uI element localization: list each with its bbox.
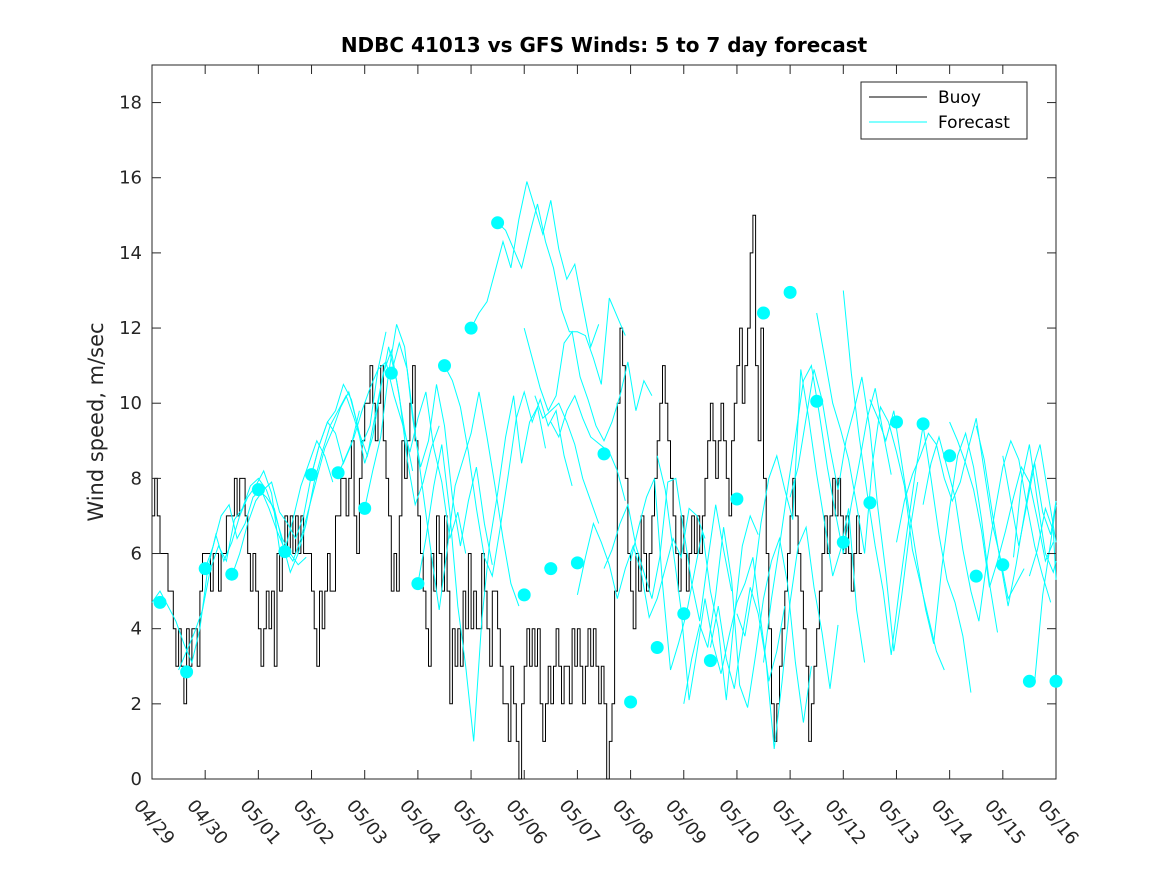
forecast-line-1 (178, 477, 307, 671)
y-tick-label: 0 (131, 769, 142, 790)
forecast-point-12 (464, 321, 478, 335)
y-tick-label: 18 (119, 93, 142, 114)
forecast-point-27 (863, 496, 877, 510)
forecast-line-15 (550, 394, 626, 502)
forecast-line-17 (576, 507, 706, 620)
legend-box (860, 81, 1028, 140)
forecast-line-19 (630, 478, 759, 701)
y-tick-label: 10 (119, 393, 142, 414)
forecast-point-5 (278, 545, 292, 559)
forecast-point-0 (153, 595, 167, 609)
forecast-point-21 (703, 654, 717, 668)
forecast-point-26 (836, 535, 850, 549)
forecast-point-11 (438, 359, 451, 373)
forecast-line-36 (1034, 504, 1057, 682)
forecast-line-13 (497, 203, 626, 385)
forecast-line-7 (337, 360, 467, 554)
forecast-point-28 (890, 415, 903, 429)
forecast-line-12 (470, 181, 600, 349)
plot-area (151, 64, 1057, 780)
forecast-point-19 (650, 641, 664, 654)
forecast-point-33 (1022, 674, 1036, 688)
forecast-line-2 (204, 439, 334, 569)
forecast-point-9 (384, 366, 398, 380)
buoy-series (152, 214, 862, 780)
forecast-point-22 (730, 492, 744, 506)
legend-forecast-label: Forecast (938, 113, 1010, 133)
forecast-line-24 (763, 364, 892, 663)
y-tick-label: 2 (131, 694, 142, 715)
y-tick-label: 14 (119, 243, 142, 264)
forecast-line-34 (1028, 506, 1057, 580)
y-tick-label: 12 (119, 318, 142, 339)
forecast-point-25 (810, 394, 824, 408)
forecast-points (153, 216, 1063, 709)
forecast-point-2 (198, 562, 212, 576)
legend: Buoy Forecast (860, 81, 1028, 140)
forecast-point-15 (544, 562, 558, 576)
y-axis-label: Wind speed, m/sec (84, 322, 108, 521)
forecast-line-35 (1013, 444, 1057, 574)
forecast-point-32 (996, 558, 1010, 572)
y-tick-label: 4 (131, 619, 142, 640)
forecast-point-6 (305, 468, 318, 482)
forecast-point-24 (783, 285, 797, 299)
forecast-line-27 (842, 290, 972, 693)
forecast-line-3 (231, 410, 360, 577)
forecast-line-9 (390, 341, 520, 610)
forecast-point-1 (180, 665, 194, 679)
forecast-line-21 (683, 527, 812, 723)
forecast-point-8 (358, 501, 372, 515)
forecast-series (151, 181, 1057, 749)
forecast-line-16 (534, 395, 600, 524)
forecast-point-17 (597, 447, 611, 461)
forecast-point-13 (491, 216, 505, 230)
forecast-line-18 (603, 477, 733, 622)
forecast-line-11 (444, 365, 573, 578)
forecast-line-32 (975, 425, 1057, 607)
forecast-line-6 (311, 348, 440, 507)
y-tick-label: 6 (131, 544, 142, 565)
legend-buoy-label: Buoy (938, 88, 981, 108)
forecast-point-7 (331, 466, 345, 480)
forecast-line-10 (417, 395, 546, 742)
forecast-point-29 (916, 417, 930, 431)
forecast-point-10 (411, 577, 425, 591)
forecast-point-31 (969, 569, 983, 583)
forecast-line-20 (656, 455, 786, 701)
forecast-line-33 (1002, 455, 1057, 547)
forecast-point-34 (1049, 674, 1063, 688)
forecast-point-4 (251, 483, 265, 497)
forecast-point-18 (624, 695, 638, 709)
y-axis: 0 2 4 6 8 10 12 14 16 18 (119, 93, 1056, 790)
forecast-point-23 (757, 306, 770, 320)
forecast-line-14 (523, 327, 653, 442)
forecast-point-3 (225, 567, 239, 581)
forecast-point-20 (677, 607, 691, 621)
forecast-line-4 (258, 331, 387, 574)
forecast-point-16 (570, 556, 584, 570)
forecast-line-8 (364, 324, 493, 565)
forecast-line-22 (709, 525, 839, 749)
y-tick-label: 8 (131, 468, 142, 489)
y-tick-label: 16 (119, 168, 142, 189)
forecast-line-31 (949, 421, 1054, 588)
forecast-point-14 (517, 588, 531, 602)
forecast-line-25 (789, 369, 919, 652)
forecast-point-30 (943, 449, 957, 463)
chart-title: NDBC 41013 vs GFS Winds: 5 to 7 day fore… (341, 33, 868, 57)
buoy-line (152, 214, 862, 780)
